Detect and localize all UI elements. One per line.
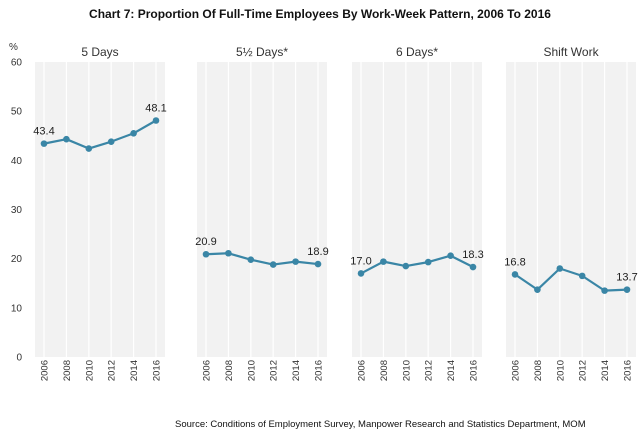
x-tick-label: 2010 [246,360,257,381]
data-point [424,258,432,266]
series-line [205,252,319,266]
data-point [578,272,586,280]
panel-title: 5 Days [81,45,118,59]
x-tick-label: 2014 [600,360,611,381]
y-tick-label: 10 [11,303,23,314]
data-label: 13.7 [616,272,637,284]
y-tick-label: 20 [11,254,23,265]
y-axis-unit-label: % [9,42,18,53]
data-point [152,117,160,124]
data-label: 16.8 [504,256,525,268]
x-tick-label: 2016 [469,360,480,381]
x-tick-label: 2006 [202,360,213,381]
x-tick-label: 2010 [555,360,566,381]
x-tick-label: 2016 [314,360,325,381]
data-label: 20.9 [195,236,216,248]
data-label: 48.1 [145,103,166,115]
panel-title: 6 Days* [396,45,438,59]
data-point [623,286,631,293]
y-tick-label: 0 [16,353,22,364]
data-point [314,260,322,268]
panel-background [197,62,327,357]
panel-background [35,62,165,357]
data-point [269,261,277,268]
y-tick-label: 60 [11,58,23,69]
data-point [556,265,564,272]
x-tick-label: 2008 [533,360,544,381]
x-tick-label: 2006 [357,360,368,381]
x-tick-label: 2014 [129,360,140,381]
data-label: 43.4 [33,126,54,138]
x-tick-label: 2008 [224,360,235,381]
data-point [534,286,541,293]
panel-title: Shift Work [543,45,599,59]
series-line [43,119,157,150]
source-note: Source: Conditions of Employment Survey,… [175,419,586,430]
data-point [601,287,608,294]
x-tick-label: 2012 [578,360,589,381]
data-point [511,271,519,278]
data-label: 18.9 [307,246,328,258]
panel-background [506,62,636,357]
x-tick-label: 2012 [424,360,435,381]
data-point [380,258,387,265]
data-point [202,250,210,258]
data-point [63,135,70,143]
data-point [357,270,365,277]
data-point [85,145,93,152]
x-tick-label: 2012 [107,360,118,381]
x-tick-label: 2014 [291,360,302,381]
panel-title: 5½ Days* [236,45,288,59]
data-point [292,258,299,265]
series-line [514,267,628,292]
data-point [447,252,454,260]
y-tick-label: 40 [11,156,23,167]
series-line [360,254,474,275]
x-tick-label: 2006 [511,360,522,381]
x-tick-label: 2014 [446,360,457,381]
data-point [247,256,255,263]
x-tick-label: 2010 [401,360,412,381]
x-tick-label: 2008 [62,360,73,381]
x-tick-label: 2008 [379,360,390,381]
data-point [225,249,232,257]
x-tick-label: 2016 [623,360,634,381]
y-tick-label: 50 [11,107,23,118]
data-point [107,138,115,145]
data-point [130,129,137,137]
x-tick-label: 2012 [269,360,280,381]
data-label: 17.0 [350,255,371,267]
x-tick-label: 2016 [152,360,163,381]
x-tick-label: 2010 [84,360,95,381]
data-point [402,262,410,270]
y-tick-label: 30 [11,205,23,216]
data-point [469,263,477,271]
chart-title: Chart 7: Proportion Of Full-Time Employe… [89,7,551,21]
x-tick-label: 2006 [40,360,51,381]
data-label: 18.3 [462,249,483,261]
panel-background [352,62,482,357]
data-point [40,140,48,147]
